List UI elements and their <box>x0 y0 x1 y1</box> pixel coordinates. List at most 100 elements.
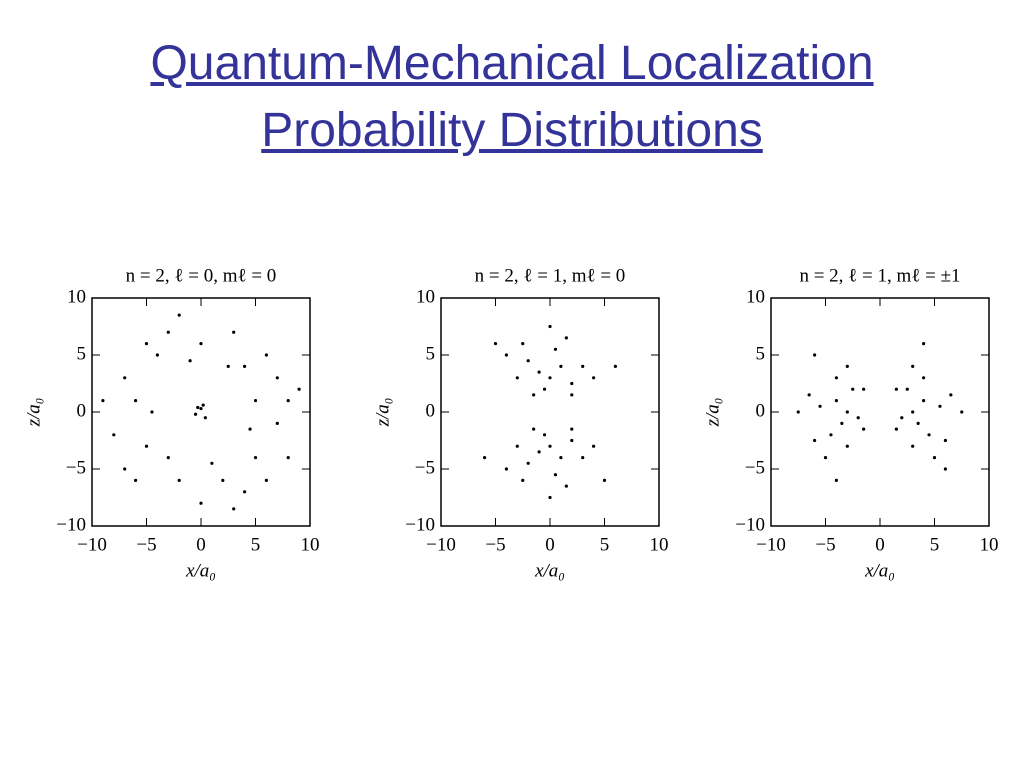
chart-title: n = 2, ℓ = 0, mℓ = 0 <box>126 265 277 286</box>
point <box>922 376 926 380</box>
y-tick-label: −5 <box>745 457 765 478</box>
point <box>532 393 536 397</box>
point <box>943 467 948 471</box>
point <box>900 416 904 420</box>
point <box>526 461 530 465</box>
y-tick-label: 5 <box>756 343 766 364</box>
point <box>796 410 800 414</box>
x-tick-label: −5 <box>485 534 505 555</box>
point <box>264 353 268 357</box>
slide-title: Quantum-Mechanical Localization <box>150 37 874 90</box>
plot-frame <box>91 297 311 527</box>
point <box>960 410 964 414</box>
point <box>521 478 525 482</box>
point <box>542 433 547 437</box>
point <box>144 444 149 448</box>
point <box>275 376 279 380</box>
point <box>905 387 909 391</box>
point <box>834 478 839 482</box>
point <box>112 433 116 437</box>
point <box>807 393 811 397</box>
point <box>613 364 618 368</box>
point <box>504 467 508 471</box>
point <box>232 507 236 511</box>
point <box>813 438 817 443</box>
point <box>856 416 860 420</box>
chart-title: n = 2, ℓ = 1, mℓ = ±1 <box>799 265 960 286</box>
point <box>515 444 519 448</box>
point <box>559 364 563 368</box>
x-tick-label: −10 <box>77 534 107 555</box>
x-tick-label: 10 <box>301 534 320 555</box>
y-tick-label: 5 <box>77 343 87 364</box>
point <box>911 364 915 368</box>
point <box>570 438 574 443</box>
point <box>134 478 138 482</box>
point <box>201 403 205 407</box>
point <box>264 478 268 482</box>
y-axis-label: z/a₀ <box>372 398 393 428</box>
point <box>253 456 258 460</box>
point <box>193 412 198 416</box>
point <box>553 473 558 477</box>
point <box>813 353 817 357</box>
y-tick-label: −10 <box>735 514 765 535</box>
point <box>504 353 508 357</box>
point <box>150 410 154 414</box>
point <box>943 438 948 443</box>
x-tick-label: 0 <box>875 534 885 555</box>
point <box>564 336 568 340</box>
point <box>922 342 926 346</box>
y-tick-label: 10 <box>746 286 765 307</box>
x-tick-label: 5 <box>251 534 261 555</box>
x-tick-label: −10 <box>756 534 786 555</box>
x-tick-label: 10 <box>650 534 669 555</box>
point <box>911 410 915 414</box>
point <box>570 393 574 397</box>
chart-title: n = 2, ℓ = 1, mℓ = 0 <box>475 265 626 286</box>
point <box>297 387 301 391</box>
point <box>537 370 541 374</box>
point <box>949 393 953 397</box>
point <box>932 456 937 460</box>
point <box>232 330 236 334</box>
x-axis-label: x/a₀ <box>864 560 895 581</box>
point <box>532 427 536 431</box>
x-tick-label: 0 <box>545 534 555 555</box>
point <box>123 376 127 380</box>
point <box>226 364 230 368</box>
point <box>922 399 926 403</box>
point <box>570 381 574 386</box>
point <box>894 427 898 431</box>
point <box>253 399 258 403</box>
point <box>862 387 866 391</box>
point <box>188 359 192 363</box>
point <box>166 330 170 334</box>
point <box>199 406 203 411</box>
point <box>166 456 170 460</box>
point <box>834 399 839 403</box>
point <box>101 399 105 403</box>
x-axis-label: x/a₀ <box>534 560 565 581</box>
x-tick-label: −10 <box>426 534 456 555</box>
plot-frame <box>770 297 990 527</box>
point <box>845 364 849 368</box>
x-axis-label: x/a₀ <box>185 560 216 581</box>
point <box>553 347 558 351</box>
y-tick-label: −10 <box>56 514 86 535</box>
point <box>177 313 181 317</box>
point <box>581 456 585 460</box>
point <box>144 342 149 346</box>
point <box>911 444 915 448</box>
point <box>286 399 290 403</box>
point <box>840 421 844 425</box>
y-tick-label: −10 <box>405 514 435 535</box>
point <box>196 405 200 410</box>
point <box>592 376 596 380</box>
y-tick-label: 10 <box>67 286 86 307</box>
point <box>275 421 279 425</box>
point <box>243 364 247 368</box>
point <box>483 456 487 460</box>
